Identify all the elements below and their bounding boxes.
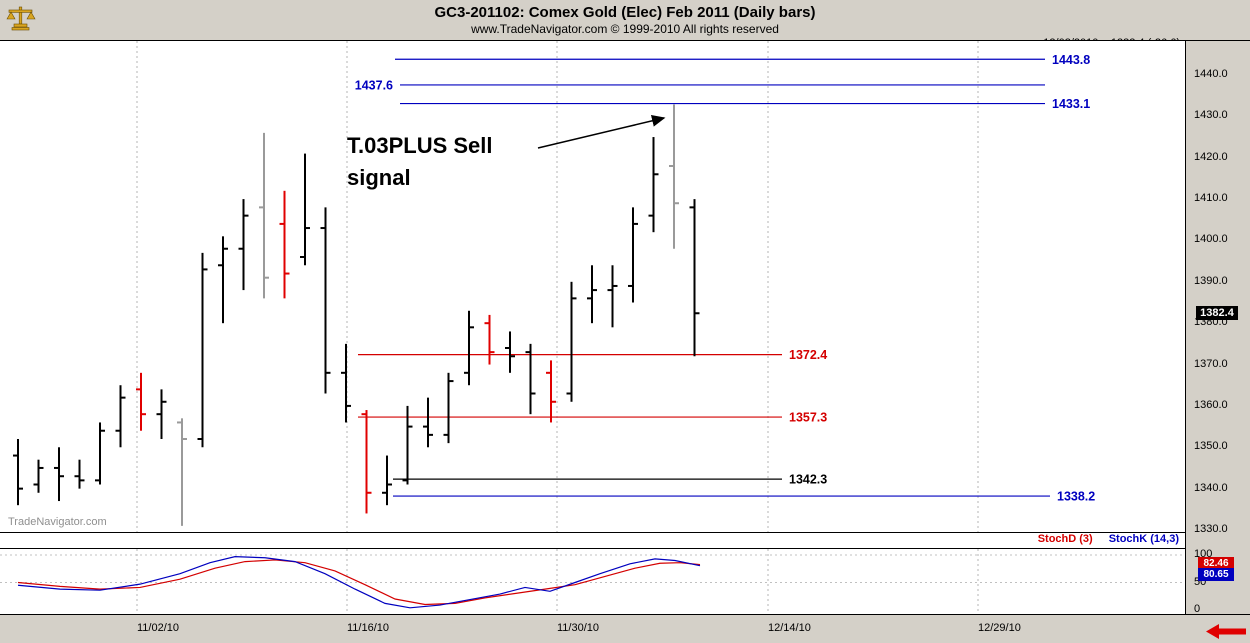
y-axis-tick-label: 1360.0 xyxy=(1194,398,1228,411)
stochk-value-box: 80.65 xyxy=(1198,568,1234,581)
price-level-label: 1372.4 xyxy=(789,348,827,362)
ohlc-bar xyxy=(54,447,64,502)
legend-stochd: StochD (3) xyxy=(1037,533,1093,545)
y-axis-tick-label: 1440.0 xyxy=(1194,68,1228,80)
ohlc-bar xyxy=(566,281,577,402)
ohlc-bar xyxy=(587,265,597,324)
panel-divider xyxy=(0,532,1185,533)
stochastic-indicator-pane[interactable] xyxy=(0,549,1185,614)
price-level-label: 1437.6 xyxy=(355,78,393,92)
ohlc-bar xyxy=(95,422,105,485)
ohlc-bar xyxy=(115,385,126,448)
ohlc-bar xyxy=(628,207,638,303)
ohlc-bar xyxy=(402,405,413,485)
price-axis[interactable]: 1440.0 1430.0 1420.0 1410.0 1400.0 1390.0 1380… xyxy=(1185,41,1250,615)
x-axis-date-label: 12/29/10 xyxy=(978,622,1021,634)
ohlc-bar xyxy=(423,397,433,448)
y-axis-tick-label: 1370.0 xyxy=(1194,357,1228,370)
x-axis-date-label: 11/02/10 xyxy=(137,622,180,634)
ohlc-bar xyxy=(136,372,146,431)
last-price-box: 1382.4 xyxy=(1196,306,1238,321)
ohlc-bar xyxy=(259,132,269,299)
stochd-value-box: 82.46 xyxy=(1198,557,1234,570)
ohlc-bar xyxy=(218,236,228,324)
ohlc-bar xyxy=(300,153,310,266)
y-axis-tick-label: 1400.0 xyxy=(1194,233,1228,246)
ohlc-bar xyxy=(156,389,167,439)
ohlc-bar xyxy=(669,104,679,249)
y-axis-tick-label: 1430.0 xyxy=(1194,109,1228,122)
ohlc-bar xyxy=(238,199,249,291)
price-level-label: 1443.8 xyxy=(1052,53,1090,67)
ohlc-bar xyxy=(525,343,536,415)
price-level-label: 1338.2 xyxy=(1057,490,1095,504)
y-axis-tick-label: 1340.0 xyxy=(1194,481,1228,494)
y-axis-tick-label: 1350.0 xyxy=(1194,440,1228,453)
ohlc-bar xyxy=(607,265,618,328)
x-axis-date-label: 12/14/10 xyxy=(768,622,811,634)
sell-signal-annotation-line1: T.03PLUS Sell xyxy=(347,133,493,158)
ohlc-bar xyxy=(443,372,454,444)
y-axis-tick-label: 1420.0 xyxy=(1194,150,1228,163)
panel-divider xyxy=(0,40,1250,41)
ohlc-bar xyxy=(341,343,351,423)
indicator-legend: StochD (3) StochK (14,3) xyxy=(0,533,1185,548)
chart-title: GC3-201102: Comex Gold (Elec) Feb 2011 (… xyxy=(434,4,816,21)
y-axis-tick-label: 1390.0 xyxy=(1194,274,1228,287)
ohlc-bar xyxy=(13,438,23,506)
ohlc-bar xyxy=(382,455,392,506)
sell-signal-arrow xyxy=(537,114,666,149)
price-level-label: 1433.1 xyxy=(1052,97,1090,111)
panel-divider xyxy=(0,548,1185,549)
time-axis[interactable]: 11/02/10 11/16/10 11/30/10 12/14/10 12/29/10 xyxy=(0,615,1250,643)
stochk-line xyxy=(17,556,701,609)
ohlc-bar xyxy=(74,459,85,489)
ohlc-bar xyxy=(279,190,290,299)
price-level-label: 1342.3 xyxy=(789,473,827,487)
stochd-line xyxy=(17,559,701,606)
x-axis-date-label: 11/16/10 xyxy=(347,622,390,634)
sell-signal-annotation-line2: signal xyxy=(347,165,411,190)
ohlc-bar xyxy=(320,207,331,394)
ohlc-bar xyxy=(648,137,659,233)
main-price-chart-pane[interactable]: 1443.8 1437.6 1433.1 1372.4 1357.3 1342.3 1338… xyxy=(0,41,1185,532)
price-level-label: 1357.3 xyxy=(789,411,827,425)
ohlc-bar xyxy=(361,410,372,514)
ohlc-bar xyxy=(464,310,474,386)
x-axis-date-label: 11/30/10 xyxy=(557,622,600,634)
watermark-text: TradeNavigator.com xyxy=(8,516,107,528)
ohlc-bar xyxy=(546,360,556,423)
panel-divider xyxy=(0,614,1250,615)
legend-stochk: StochK (14,3) xyxy=(1108,533,1179,545)
ohlc-bar xyxy=(33,459,44,493)
ohlc-bar xyxy=(197,252,208,448)
y-axis-tick-label: 1330.0 xyxy=(1194,522,1228,535)
ohlc-bar xyxy=(177,418,187,526)
ohlc-bar xyxy=(689,199,700,357)
scroll-left-arrow-icon[interactable] xyxy=(1206,624,1246,639)
y-axis-tick-label: 1410.0 xyxy=(1194,192,1228,205)
ohlc-bar xyxy=(505,331,515,373)
app-logo-icon xyxy=(6,6,36,31)
ohlc-bar xyxy=(484,314,495,365)
stoch-axis-tick-label: 0 xyxy=(1194,603,1201,615)
copyright-line: www.TradeNavigator.com © 1999-2010 All r… xyxy=(471,22,779,36)
